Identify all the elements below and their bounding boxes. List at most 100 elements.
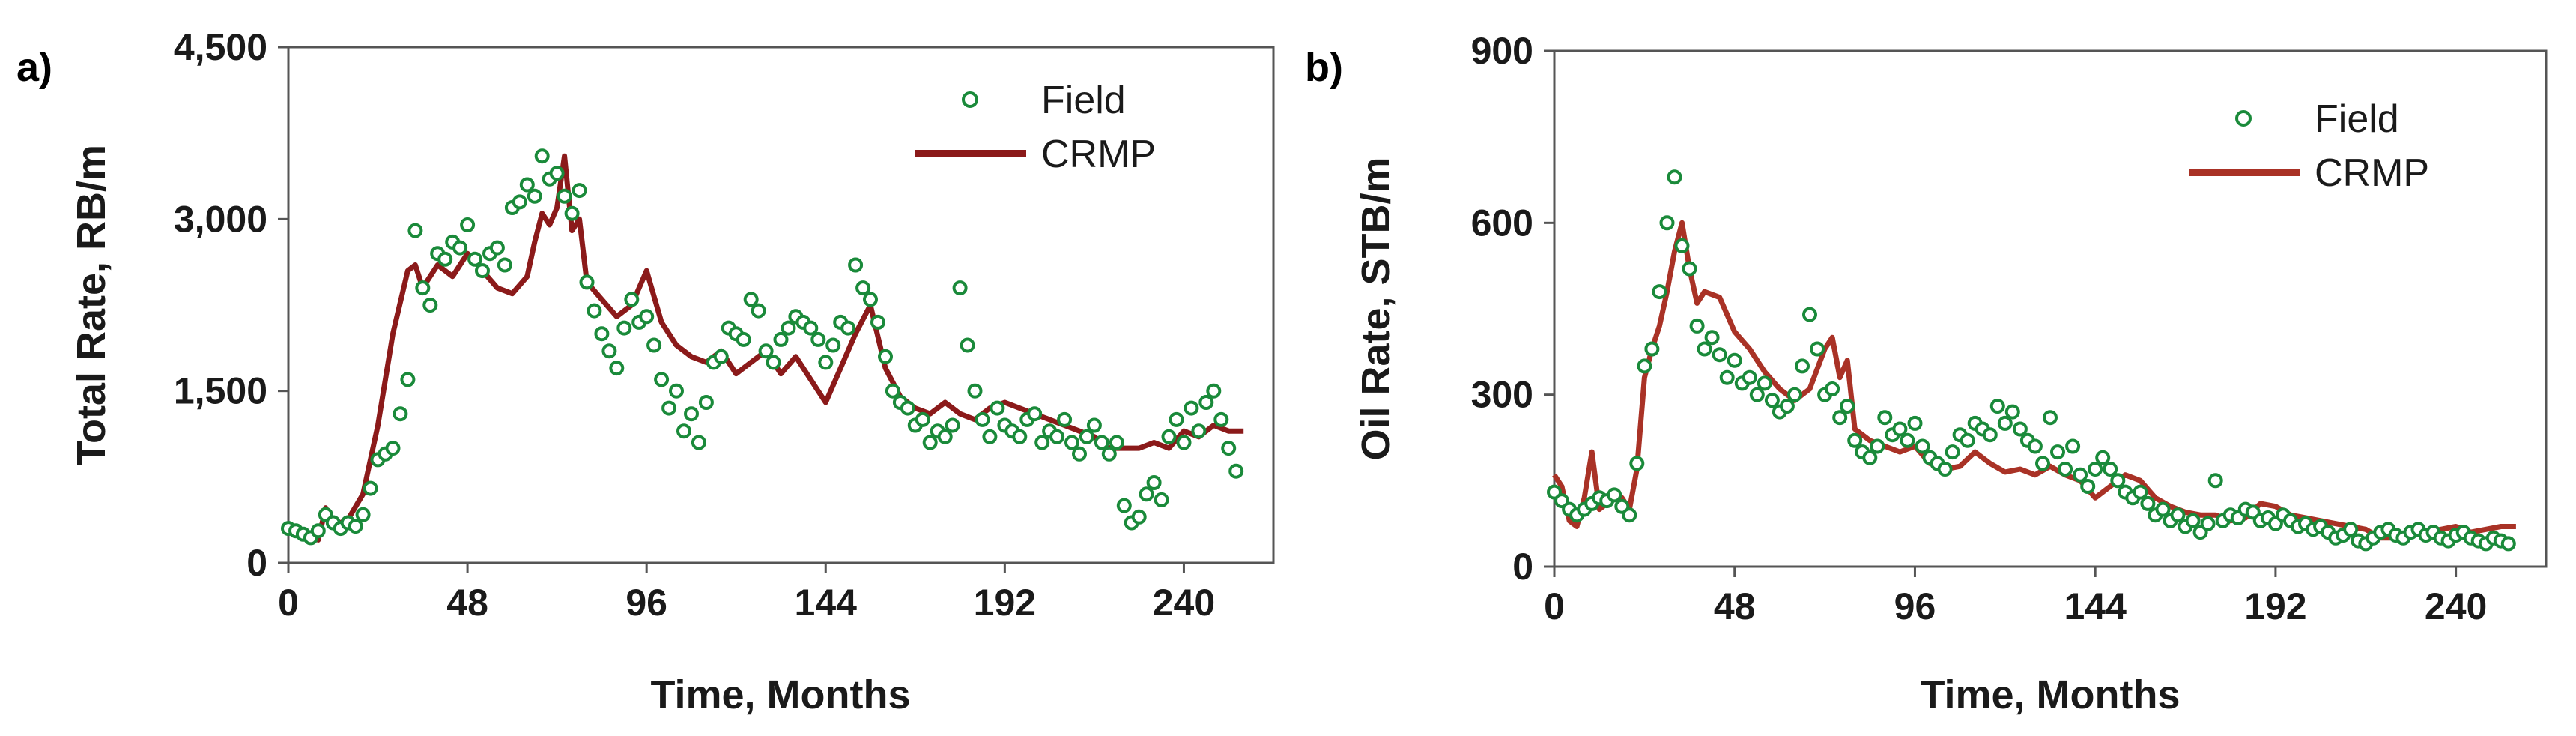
panel-a-x-tick-label: 144 bbox=[795, 582, 858, 624]
panel-b-field-point bbox=[2027, 438, 2043, 454]
panel-b-field-point bbox=[1795, 358, 1810, 374]
panel-a-field-point bbox=[624, 292, 640, 307]
panel-a-field-point bbox=[743, 292, 759, 307]
panel-b-field-point bbox=[2155, 501, 2171, 517]
panel-b-field-point bbox=[1900, 432, 1915, 448]
panel-a-field-point bbox=[855, 280, 871, 296]
panel-a-field-point bbox=[519, 177, 535, 193]
panel-a-field-point bbox=[654, 372, 670, 387]
panel-a-chart: a) 0 48 96 144 192 240 0 1,500 3,000 4,500 Field C… bbox=[16, 26, 1275, 717]
panel-a-y-tick-label: 4,500 bbox=[174, 26, 267, 68]
panel-b-field-point bbox=[1644, 341, 1660, 357]
panel-a-field-point bbox=[870, 314, 885, 330]
panel-a-field-point bbox=[1086, 417, 1102, 433]
panel-a-field-point bbox=[1221, 441, 1237, 456]
panel-b-x-tick-label: 96 bbox=[1894, 585, 1936, 627]
panel-a-x-tick-label: 0 bbox=[278, 582, 299, 624]
panel-b-field-point bbox=[1937, 462, 1953, 477]
panel-a-field-point bbox=[587, 303, 602, 319]
panel-b-x-tick-label: 144 bbox=[2064, 585, 2127, 627]
panel-a-x-axis-title: Time, Months bbox=[650, 672, 910, 717]
panel-b-field-point bbox=[1832, 410, 1848, 426]
panel-b-field-point bbox=[1997, 415, 2013, 431]
panel-a-field-point bbox=[781, 320, 796, 336]
panel-b-field-point bbox=[1825, 381, 1840, 396]
panel-a-field-point bbox=[990, 400, 1005, 416]
panel-b-field-point bbox=[2343, 522, 2359, 537]
panel-b-ticks: 0 48 96 144 192 240 0 300 600 900 bbox=[1471, 30, 2488, 627]
panel-a-field-point bbox=[1228, 463, 1244, 479]
panel-b-x-tick-label: 48 bbox=[1714, 585, 1756, 627]
panel-a-field-point bbox=[579, 274, 595, 290]
panel-b-field-point bbox=[1870, 438, 1885, 454]
panel-a-field-point bbox=[609, 361, 625, 376]
panel-b-field-point bbox=[1764, 393, 1780, 408]
panel-a-field-point bbox=[878, 349, 893, 364]
panel-a-field-point bbox=[557, 188, 572, 204]
panel-a-field-point bbox=[1161, 429, 1177, 444]
panel-a-field-point bbox=[1072, 446, 1087, 462]
panel-b-field-point bbox=[1674, 238, 1690, 253]
panel-a-field-point bbox=[475, 263, 490, 279]
panel-b-field-point bbox=[2043, 410, 2058, 426]
panel-a-field-point bbox=[601, 343, 617, 359]
panel-b-field-point bbox=[2004, 404, 2020, 420]
panel-a-field-point bbox=[1176, 435, 1192, 450]
panel-a-field-point bbox=[452, 240, 468, 256]
panel-a-field-point bbox=[572, 183, 587, 199]
panel-a-field-point bbox=[1139, 486, 1154, 502]
panel-a-field-point bbox=[825, 337, 841, 353]
panel-b-field-point bbox=[1704, 330, 1720, 346]
panel-b-field-point bbox=[1787, 387, 1802, 402]
panel-b-field-point bbox=[1682, 261, 1697, 277]
panel-b-field-point bbox=[1712, 347, 1727, 363]
panel-a-field-point bbox=[698, 395, 714, 410]
panel-a-ticks: 0 48 96 144 192 240 0 1,500 3,000 4,500 bbox=[174, 26, 1215, 624]
panel-a-field-point bbox=[818, 355, 834, 370]
panel-b-field-point bbox=[1667, 169, 1682, 185]
panel-a-legend-field-marker bbox=[962, 91, 978, 108]
panel-b-field-point bbox=[1629, 456, 1645, 471]
panel-a-field-point bbox=[497, 257, 512, 273]
panel-b-field-point bbox=[2095, 450, 2111, 465]
panel-a-field-point bbox=[1184, 400, 1199, 416]
panel-b-field-point bbox=[2103, 462, 2118, 477]
panel-b-label: b) bbox=[1305, 45, 1343, 90]
panel-a-field-point bbox=[810, 331, 826, 347]
panel-a-field-point bbox=[355, 507, 371, 522]
panel-a-field-point bbox=[1198, 395, 1214, 410]
panel-a-x-tick-label: 192 bbox=[974, 582, 1036, 624]
panel-b-field-point bbox=[1877, 410, 1893, 426]
panel-a-legend-field-label: Field bbox=[1041, 79, 1126, 122]
panel-a-field-point bbox=[1116, 498, 1132, 513]
panel-b-field-point bbox=[1749, 387, 1765, 402]
panel-a-legend: Field CRMP bbox=[915, 79, 1156, 176]
panel-a-field-point bbox=[952, 280, 968, 296]
panel-a-field-point bbox=[691, 435, 706, 450]
panel-b-field-point bbox=[1960, 432, 1975, 448]
panel-b-x-tick-label: 0 bbox=[1544, 585, 1565, 627]
panel-a-field-point bbox=[1094, 435, 1109, 450]
panel-b-plot-frame bbox=[1553, 49, 2548, 568]
panel-a-plot-frame bbox=[287, 46, 1275, 564]
panel-a-field-point bbox=[512, 194, 527, 210]
panel-a-field-point bbox=[676, 423, 691, 439]
panel-b-field-point bbox=[1982, 427, 1998, 443]
panel-b-field-point bbox=[1757, 375, 1772, 391]
panel-a-y-tick-label: 1,500 bbox=[174, 370, 267, 412]
panel-a-field-point bbox=[1012, 429, 1028, 444]
panel-a-field-point bbox=[415, 280, 431, 296]
panel-a-field-point bbox=[422, 298, 438, 313]
panel-b-field-point bbox=[1622, 507, 1637, 523]
panel-a-x-tick-label: 48 bbox=[446, 582, 488, 624]
panel-a-field-point bbox=[1079, 429, 1094, 444]
panel-a-field-point bbox=[393, 406, 408, 422]
panel-b-legend-field-marker bbox=[2235, 110, 2252, 127]
panel-a-field-point bbox=[1191, 423, 1207, 439]
panel-a-field-point bbox=[1057, 411, 1073, 427]
panel-a-field-point bbox=[363, 480, 378, 496]
panel-b-field-point bbox=[1719, 369, 1735, 385]
panel-a-legend-crmp-label: CRMP bbox=[1041, 133, 1156, 176]
panel-b-field-point bbox=[2050, 444, 2065, 460]
panel-a-field-point bbox=[885, 383, 900, 399]
